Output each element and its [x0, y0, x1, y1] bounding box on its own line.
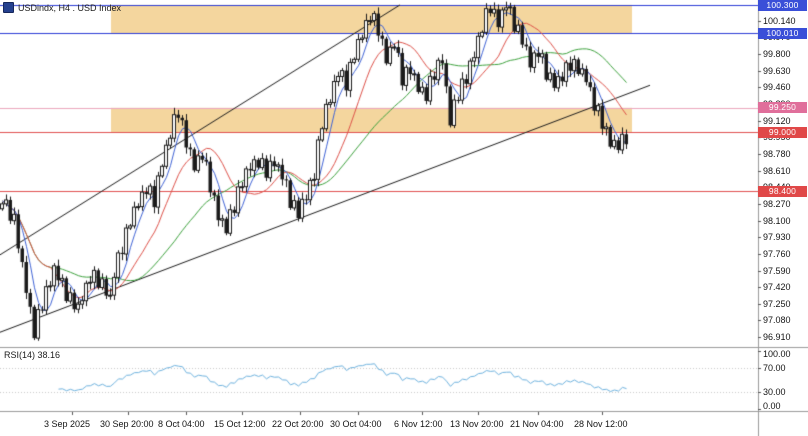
price-axis-label: 97.590 [763, 265, 791, 276]
time-axis-label: 8 Oct 04:00 [158, 419, 205, 429]
time-axis-label: 28 Nov 12:00 [574, 419, 628, 429]
time-axis-label: 6 Nov 12:00 [394, 419, 443, 429]
time-axis-label: 3 Sep 2025 [44, 419, 91, 429]
time-axis-label: 13 Nov 20:00 [450, 419, 504, 429]
rsi-axis-label: 100.00 [763, 349, 791, 359]
price-axis-label: 98.610 [763, 165, 791, 176]
time-axis-label: 21 Nov 04:00 [510, 419, 564, 429]
price-axis-label: 97.250 [763, 298, 791, 309]
rsi-axis-label: 70.00 [763, 363, 786, 374]
price-line-tag: 99.250 [758, 102, 807, 114]
price-axis-label: 96.910 [763, 332, 791, 343]
price-axis-label: 97.420 [763, 282, 791, 293]
price-axis-label: 100.140 [763, 15, 796, 26]
price-axis-label: 97.080 [763, 315, 791, 326]
rsi-axis-label: 0.00 [763, 401, 781, 411]
chart-title: USDindx, H4 . USD Index [3, 2, 121, 13]
price-axis-label: 98.100 [763, 215, 791, 226]
time-axis-label: 22 Oct 20:00 [272, 419, 324, 429]
time-axis-label: 30 Oct 04:00 [330, 419, 382, 429]
price-line-tag: 100.300 [758, 0, 807, 11]
price-line-tag: 98.400 [758, 185, 807, 197]
price-axis-label: 97.760 [763, 248, 791, 259]
price-axis-label: 98.270 [763, 198, 791, 209]
price-axis-label: 97.930 [763, 232, 791, 243]
price-line-tag: 100.010 [758, 27, 807, 39]
chart-icon [3, 2, 14, 13]
rsi-axis-label: 30.00 [763, 386, 786, 397]
time-axis-label: 15 Oct 12:00 [214, 419, 266, 429]
price-axis-label: 99.120 [763, 115, 791, 126]
price-line-tag: 99.000 [758, 126, 807, 138]
price-axis[interactable]: 100.14099.97099.80099.63099.46099.29099.… [758, 0, 808, 436]
price-axis-label: 98.780 [763, 148, 791, 159]
symbol-timeframe-label: USDindx, H4 . USD Index [18, 2, 122, 13]
indicator-label: RSI(14) 38.16 [4, 350, 61, 360]
time-axis[interactable]: 3 Sep 2025 30 Sep 20:00 8 Oct 04:00 15 Oct … [0, 412, 808, 436]
time-axis-label: 30 Sep 20:00 [100, 419, 154, 429]
price-axis-label: 99.630 [763, 65, 791, 76]
price-axis-label: 99.460 [763, 82, 791, 93]
price-axis-label: 99.800 [763, 48, 791, 59]
